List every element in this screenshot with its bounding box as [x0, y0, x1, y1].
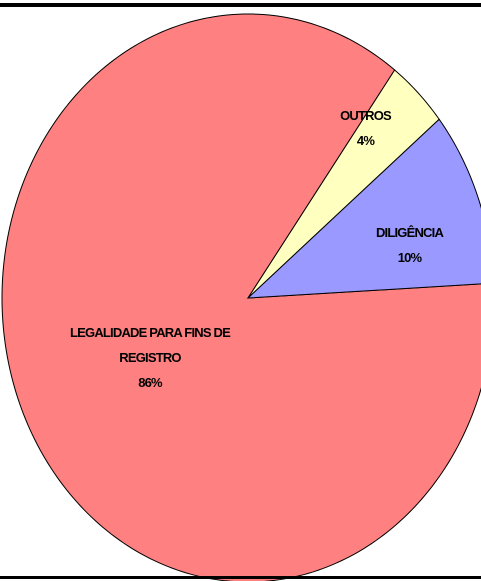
slice-label: DILIGÊNCIA 10%	[352, 220, 467, 270]
slice-value: 86%	[138, 375, 162, 390]
slice-name: DILIGÊNCIA	[375, 225, 444, 240]
slice-label: OUTROS 4%	[328, 103, 403, 153]
pie-slice	[246, 118, 481, 299]
slice-value: 4%	[356, 133, 375, 148]
bottom-border	[0, 576, 481, 579]
top-border	[0, 3, 481, 7]
slice-value: 10%	[397, 250, 422, 265]
slice-name: LEGALIDADE PARA FINS DE REGISTRO	[70, 325, 231, 365]
slice-name: OUTROS	[340, 108, 392, 123]
pie-slice	[247, 69, 440, 299]
pie-slice	[1, 13, 481, 581]
slice-label: LEGALIDADE PARA FINS DE REGISTRO 86%	[65, 320, 235, 395]
